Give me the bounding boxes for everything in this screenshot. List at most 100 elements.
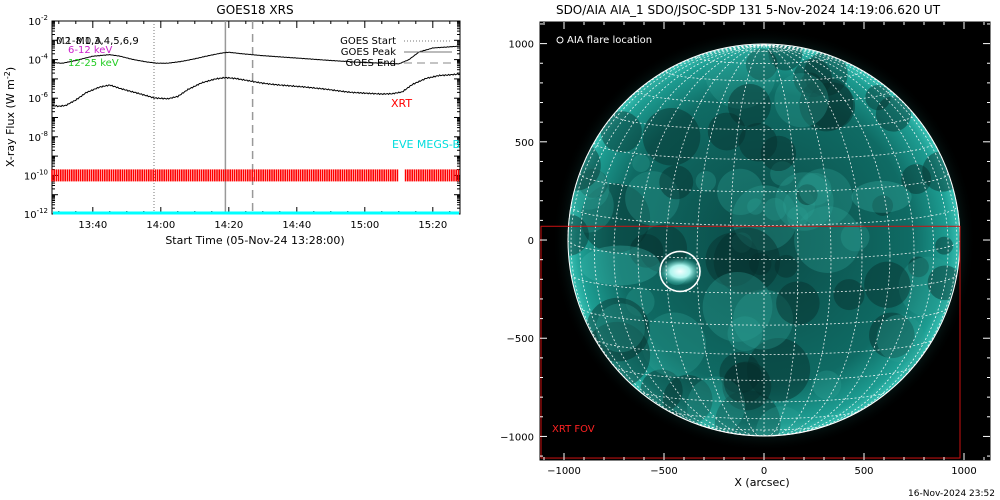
y-tick-exponent: -10 [37,168,48,176]
goes-plot-frame [51,20,461,215]
aia-x-axis: −1000 −500 0 500 1000 [543,22,985,477]
disk-patch [717,168,764,215]
latitude-line [665,71,863,82]
latitude-line [567,239,961,261]
disk-patch [876,314,925,363]
xrt-fov-label: XRT FOV [552,424,595,435]
disk-patch [774,73,829,128]
disk-patch [632,154,650,173]
disk-patch [872,195,894,216]
legend-flare-classes: M1,3,4,5,6,9 [76,36,139,47]
y-tick-exponent: -6 [41,91,49,99]
disk-patch [749,252,772,276]
aia-title: SDO/AIA AIA_1 SDO/JSOC-SDP 131 5-Nov-202… [556,3,941,17]
disk-patch [747,198,764,215]
x-tick-label: 500 [854,466,873,477]
y-tick-label: 0 [528,236,534,247]
disk-patch [798,172,832,206]
aia-image-panel: SDO/AIA AIA_1 SDO/JSOC-SDP 131 5-Nov-202… [500,3,995,499]
longitude-line [763,44,832,436]
y-tick-label: 10-4 [28,53,48,67]
disk-patch [840,222,870,252]
disk-patch [719,352,761,394]
y-tick-label: 500 [515,138,534,149]
disk-patch [864,261,911,308]
disk-patch [770,161,795,186]
y-tick-label: 10-12 [24,207,48,221]
y-tick-exponent: -12 [37,207,48,215]
legend-12-25kev: 12-25 keV [68,58,119,69]
xrt-fov-box [540,225,961,459]
disk-patch [724,362,765,404]
disk-patch [702,271,773,342]
longitude-line [665,44,765,436]
longitude-line [613,44,765,435]
disk-patch [625,171,680,226]
disk-patch [776,281,820,325]
x-tick-label: 13:40 [78,220,107,231]
longitude-line [763,44,863,436]
disk-patch [774,254,798,278]
disk-patch [705,232,760,287]
disk-patch [763,197,787,221]
aia-x-label: X (arcsec) [734,476,789,489]
active-region-glow [580,245,660,286]
latitude-line [613,114,915,131]
disk-patch [787,206,809,228]
y-tick-exponent: -2 [41,14,48,22]
disk-patch [707,112,746,151]
disk-patch [796,184,818,206]
disk-patch [600,111,642,153]
disk-patch [732,185,798,251]
legend-6-12kev: 6-12 keV [68,45,112,56]
disk-patch [865,84,891,111]
disk-patch [760,135,797,172]
x-tick-label: 1000 [951,466,976,477]
longitude-line [763,44,935,434]
y-tick-base: 10 [24,210,37,221]
disk-patch [642,107,701,166]
y-tick-base: 10 [24,171,37,182]
disk-patch [875,96,912,132]
disk-patch [641,312,707,377]
longitude-line [570,44,765,406]
disk-patch [908,256,929,278]
disk-patch [722,361,772,411]
disk-patch [833,279,865,311]
goes-legend-right: GOES Start GOES Peak GOES End [340,36,452,69]
goes-y-label: X-ray Flux (W m-2) [3,67,17,167]
goes-legend-left: 0.1-8.0 A M2 M1,3,4,5,6,9 6-12 keV 12-25… [56,36,139,69]
longitude-line [637,44,765,436]
heliographic-grid [567,43,961,437]
y-tick-exponent: -4 [41,53,49,61]
xrt-coverage-bars [51,169,460,182]
solar-disk [552,28,976,452]
x-tick-label: 15:20 [418,220,447,231]
y-tick-label: 10-8 [28,130,48,144]
longitude-line [763,44,799,437]
longitude-line [696,44,765,436]
x-tick-label: 14:00 [146,220,175,231]
disk-patch [686,376,746,435]
aia-y-axis: −1000 −500 0 500 1000 [500,23,990,457]
legend-goes-start: GOES Start [340,36,396,47]
disk-patch [659,165,694,200]
disk-patch [733,289,794,350]
legend-goes-end: GOES End [346,58,396,69]
y-tick-base: 10 [28,17,41,28]
sun-disk [568,44,960,437]
x-tick-label: 15:00 [350,220,379,231]
goes-series-0 [51,45,460,65]
disk-patch [629,234,664,268]
disk-patch [695,171,717,192]
disk-patch [898,256,959,317]
disk-patch [775,172,834,231]
disk-patch [727,316,763,352]
y-tick-exponent: -8 [41,130,48,138]
flare-location-circle [659,250,701,293]
goes-title: GOES18 XRS [216,3,293,17]
disk-patch [578,168,608,198]
x-tick-label: −500 [650,466,677,477]
